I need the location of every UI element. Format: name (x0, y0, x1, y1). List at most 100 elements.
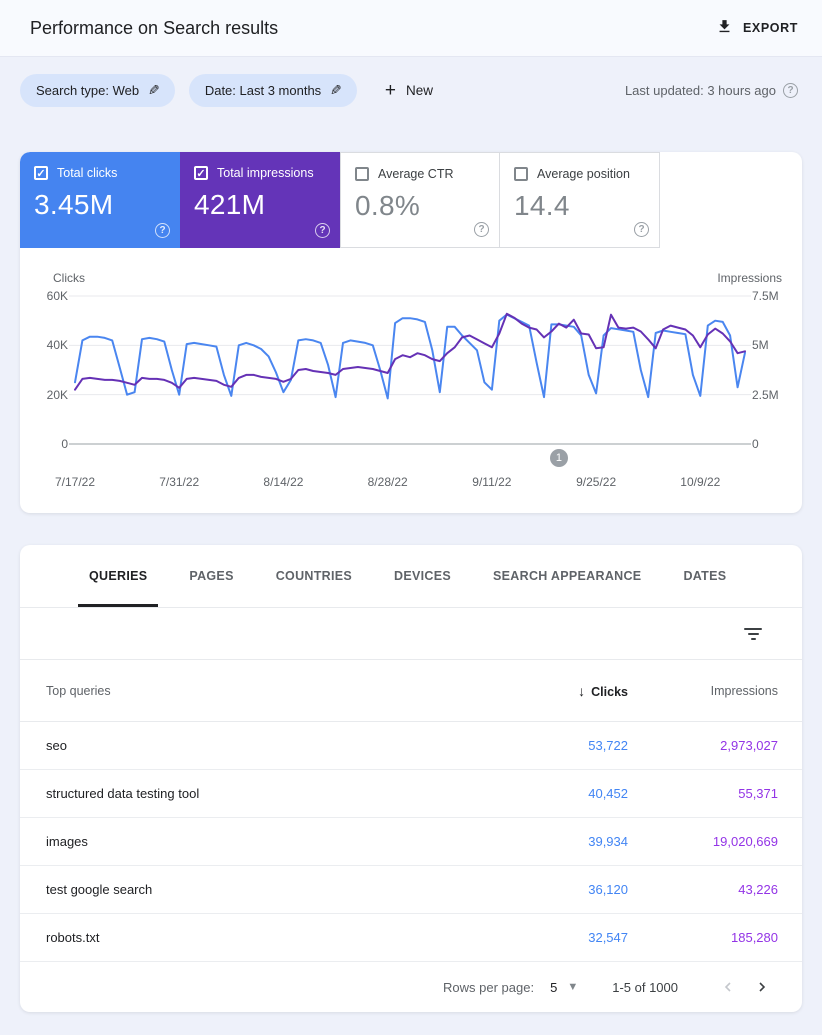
page-title: Performance on Search results (30, 17, 279, 38)
column-header-impressions[interactable]: Impressions (710, 683, 778, 698)
export-label: EXPORT (743, 21, 798, 35)
metric-help[interactable]: ? (474, 219, 489, 237)
search-type-chip-label: Search type: Web (36, 82, 140, 98)
annotation-badge[interactable]: 1 (549, 449, 568, 467)
query-cell: seo (46, 738, 67, 753)
next-page-button[interactable] (748, 975, 776, 999)
metric-label: Total impressions (217, 166, 314, 180)
table-row[interactable]: images 39,934 19,020,669 (20, 818, 802, 866)
help-icon: ? (155, 223, 170, 238)
x-axis-tick: 9/11/22 (472, 475, 512, 489)
chevron-left-icon (724, 982, 731, 992)
impressions-cell: 55,371 (738, 786, 778, 801)
table-row[interactable]: seo 53,722 2,973,027 (20, 722, 802, 770)
impressions-cell: 2,973,027 (720, 738, 778, 753)
performance-chart[interactable]: Clicks Impressions 60K 7.5M 40K 5M 20K 2.5M 0 0… (20, 248, 802, 513)
metrics-row: Total clicks 3.45M ? Total impressions 4… (20, 152, 802, 248)
chevron-right-icon (759, 982, 766, 992)
previous-page-button[interactable] (714, 975, 742, 999)
chart-panel: Total clicks 3.45M ? Total impressions 4… (20, 152, 802, 513)
table-header-row: Top queries ↓ Clicks Impressions (20, 660, 802, 722)
table-row[interactable]: structured data testing tool 40,452 55,3… (20, 770, 802, 818)
right-axis-tick: 5M (752, 338, 769, 353)
metric-card-total-impressions[interactable]: Total impressions 421M ? (180, 152, 340, 248)
metric-label: Total clicks (57, 166, 118, 180)
tab-queries[interactable]: QUERIES (68, 545, 168, 607)
metric-help[interactable]: ? (634, 219, 649, 237)
last-updated-label: Last updated: 3 hours ago (624, 82, 776, 98)
metric-label: Average position (537, 167, 630, 181)
clicks-cell: 40,452 (588, 786, 628, 801)
x-axis-tick: 7/17/22 (54, 475, 96, 489)
clicks-cell: 36,120 (588, 882, 628, 897)
metric-card-total-clicks[interactable]: Total clicks 3.45M ? (20, 152, 180, 248)
page-range-label: 1-5 of 1000 (612, 979, 678, 995)
metric-value: 421M (194, 189, 266, 220)
help-icon: ? (474, 222, 489, 237)
help-icon[interactable]: ? (783, 82, 798, 98)
metric-value: 3.45M (34, 189, 114, 220)
metric-value: 0.8% (355, 190, 421, 221)
tab-dates[interactable]: DATES (662, 545, 747, 607)
clicks-cell: 32,547 (588, 930, 628, 945)
column-header-top-queries[interactable]: Top queries (46, 683, 111, 698)
query-cell: robots.txt (46, 930, 100, 945)
x-axis-tick: 7/31/22 (159, 475, 200, 489)
checkbox-empty-icon[interactable] (514, 167, 528, 181)
metric-label: Average CTR (378, 167, 454, 181)
left-axis-tick: 40K (46, 338, 68, 353)
filter-icon[interactable] (738, 622, 768, 646)
new-filter-label: New (406, 82, 434, 98)
impressions-cell: 43,226 (738, 882, 778, 897)
left-axis-title: Clicks (53, 271, 85, 285)
new-filter-button[interactable]: + New (385, 81, 433, 100)
table-filter-bar (20, 608, 802, 660)
date-range-chip[interactable]: Date: Last 3 months ✎ (188, 73, 357, 107)
x-axis-tick: 9/25/22 (576, 475, 617, 489)
search-type-chip[interactable]: Search type: Web ✎ (20, 73, 175, 107)
pagination-row: Rows per page: 5 ▼ 1-5 of 1000 (20, 962, 802, 1012)
right-axis-tick: 0 (752, 437, 759, 451)
left-axis-tick: 20K (46, 387, 68, 402)
sort-descending-icon: ↓ (578, 682, 586, 699)
table-row[interactable]: robots.txt 32,547 185,280 (20, 914, 802, 962)
query-cell: structured data testing tool (46, 786, 200, 801)
right-axis-title: Impressions (717, 271, 782, 285)
tab-countries[interactable]: COUNTRIES (255, 545, 373, 607)
metric-value: 14.4 (514, 190, 570, 221)
metric-help[interactable]: ? (315, 220, 330, 238)
checkbox-checked-icon[interactable] (34, 166, 48, 180)
column-header-clicks[interactable]: ↓ Clicks (468, 683, 628, 699)
metric-card-average-ctr[interactable]: Average CTR 0.8% ? (340, 152, 500, 248)
export-button[interactable]: EXPORT (716, 18, 798, 38)
dropdown-caret-icon[interactable]: ▼ (567, 981, 579, 993)
left-axis-tick: 0 (61, 437, 68, 451)
tab-devices[interactable]: DEVICES (373, 545, 472, 607)
metric-help[interactable]: ? (155, 220, 170, 238)
table-panel: QUERIES PAGES COUNTRIES DEVICES SEARCH A… (20, 545, 802, 1012)
rows-per-page-label: Rows per page: (443, 979, 535, 995)
edit-pencil-icon: ✎ (330, 81, 342, 98)
checkbox-empty-icon[interactable] (355, 167, 369, 181)
left-axis-tick: 60K (46, 289, 68, 303)
x-axis-tick: 8/28/22 (367, 475, 408, 489)
right-axis-tick: 7.5M (752, 289, 779, 303)
clicks-header-label: Clicks (591, 684, 628, 699)
impressions-cell: 185,280 (731, 930, 778, 945)
clicks-cell: 39,934 (588, 834, 628, 849)
query-cell: test google search (46, 882, 153, 897)
rows-per-page-value[interactable]: 5 (550, 979, 558, 995)
tabs-row: QUERIES PAGES COUNTRIES DEVICES SEARCH A… (20, 545, 802, 608)
download-icon (716, 18, 733, 38)
metric-card-average-position[interactable]: Average position 14.4 ? (500, 152, 660, 248)
edit-pencil-icon: ✎ (148, 81, 160, 98)
help-icon: ? (634, 222, 649, 237)
table-row[interactable]: test google search 36,120 43,226 (20, 866, 802, 914)
clicks-cell: 53,722 (588, 738, 628, 753)
filters-row: Search type: Web ✎ Date: Last 3 months ✎… (0, 57, 822, 123)
date-range-chip-label: Date: Last 3 months (204, 82, 322, 98)
tab-search-appearance[interactable]: SEARCH APPEARANCE (472, 545, 662, 607)
query-cell: images (46, 834, 88, 849)
tab-pages[interactable]: PAGES (168, 545, 254, 607)
checkbox-checked-icon[interactable] (194, 166, 208, 180)
